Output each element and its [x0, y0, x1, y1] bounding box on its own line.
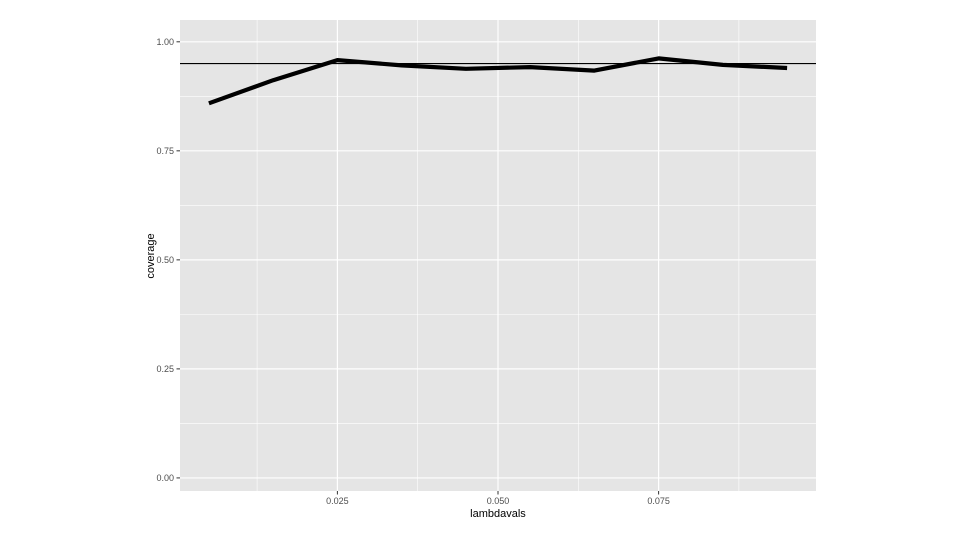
y-tick-label: 0.50 [156, 255, 174, 265]
y-tick-label: 0.75 [156, 146, 174, 156]
series-line [208, 56, 788, 106]
x-tick-label: 0.025 [326, 496, 349, 506]
x-tick-label: 0.075 [647, 496, 670, 506]
y-tick-label: 0.25 [156, 364, 174, 374]
x-axis-ticks: 0.025 0.050 0.075 [326, 491, 670, 506]
x-tick-label: 0.050 [487, 496, 510, 506]
y-tick-label: 0.00 [156, 473, 174, 483]
x-axis-title: lambdavals [470, 508, 526, 520]
y-tick-label: 1.00 [156, 37, 174, 47]
major-gridlines [180, 20, 816, 491]
y-axis-title: coverage [145, 233, 157, 278]
y-axis-ticks: 0.00 0.25 0.50 0.75 1.00 [156, 37, 180, 483]
